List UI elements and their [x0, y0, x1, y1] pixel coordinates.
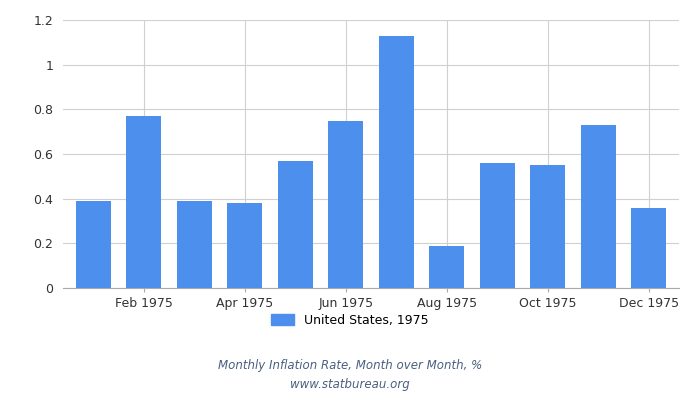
Bar [227, 203, 262, 288]
Bar [580, 125, 616, 288]
Bar [328, 120, 363, 288]
Bar [631, 208, 666, 288]
Bar [176, 201, 212, 288]
Legend: United States, 1975: United States, 1975 [267, 309, 433, 332]
Text: Monthly Inflation Rate, Month over Month, %: Monthly Inflation Rate, Month over Month… [218, 360, 482, 372]
Bar [76, 201, 111, 288]
Bar [429, 246, 464, 288]
Bar [379, 36, 414, 288]
Text: www.statbureau.org: www.statbureau.org [290, 378, 410, 391]
Bar [480, 163, 515, 288]
Bar [530, 165, 566, 288]
Bar [126, 116, 162, 288]
Bar [278, 161, 313, 288]
